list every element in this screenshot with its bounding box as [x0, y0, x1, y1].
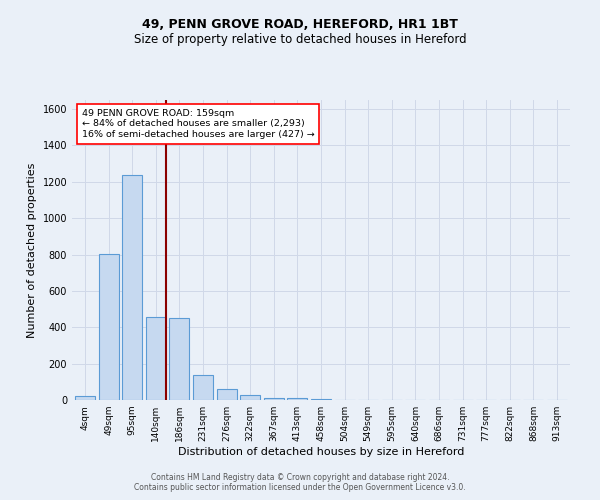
X-axis label: Distribution of detached houses by size in Hereford: Distribution of detached houses by size … — [178, 447, 464, 457]
Text: 49 PENN GROVE ROAD: 159sqm
← 84% of detached houses are smaller (2,293)
16% of s: 49 PENN GROVE ROAD: 159sqm ← 84% of deta… — [82, 109, 315, 139]
Text: 49, PENN GROVE ROAD, HEREFORD, HR1 1BT: 49, PENN GROVE ROAD, HEREFORD, HR1 1BT — [142, 18, 458, 30]
Bar — [311, 399, 331, 400]
Y-axis label: Number of detached properties: Number of detached properties — [27, 162, 37, 338]
Bar — [287, 398, 307, 400]
Bar — [240, 396, 260, 400]
Text: Contains HM Land Registry data © Crown copyright and database right 2024.
Contai: Contains HM Land Registry data © Crown c… — [134, 473, 466, 492]
Bar — [75, 396, 95, 400]
Bar — [193, 376, 213, 400]
Bar — [98, 254, 119, 400]
Bar — [217, 389, 236, 400]
Bar — [169, 318, 190, 400]
Bar — [146, 318, 166, 400]
Bar — [264, 398, 284, 400]
Text: Size of property relative to detached houses in Hereford: Size of property relative to detached ho… — [134, 32, 466, 46]
Bar — [122, 174, 142, 400]
